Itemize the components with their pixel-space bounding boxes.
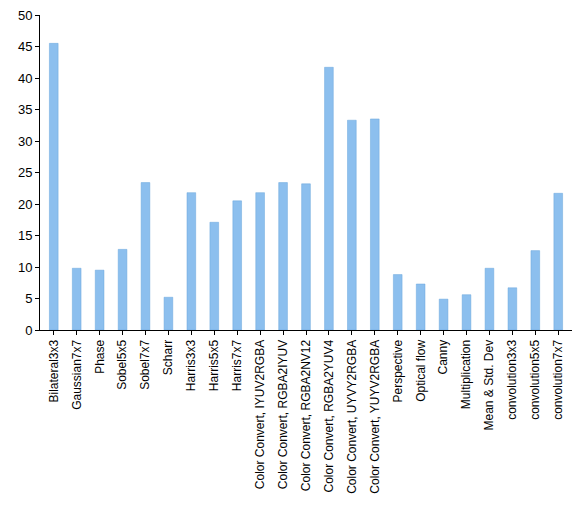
svg-text:Sobel7x7: Sobel7x7 xyxy=(138,339,152,389)
svg-text:convolution5x5: convolution5x5 xyxy=(528,339,542,419)
svg-text:Scharr: Scharr xyxy=(161,340,175,375)
svg-text:25: 25 xyxy=(18,165,32,180)
svg-text:10: 10 xyxy=(18,260,32,275)
svg-text:0: 0 xyxy=(25,323,32,338)
svg-text:15: 15 xyxy=(18,228,32,243)
svg-text:Color Convert, YUYV2RGBA: Color Convert, YUYV2RGBA xyxy=(368,340,382,494)
svg-text:Multiplication: Multiplication xyxy=(459,340,473,409)
svg-text:35: 35 xyxy=(18,102,32,117)
svg-text:Canny: Canny xyxy=(436,340,450,375)
svg-text:Harris3x3: Harris3x3 xyxy=(184,339,198,391)
svg-text:30: 30 xyxy=(18,134,32,149)
svg-text:20: 20 xyxy=(18,197,32,212)
svg-text:Sobel5x5: Sobel5x5 xyxy=(115,339,129,389)
svg-text:convolution7x7: convolution7x7 xyxy=(551,339,565,419)
svg-text:40: 40 xyxy=(18,71,32,86)
svg-text:45: 45 xyxy=(18,39,32,54)
svg-text:Color Convert, RGBA2YUV4: Color Convert, RGBA2YUV4 xyxy=(322,339,336,492)
svg-text:Color Convert, RGBA2NV12: Color Convert, RGBA2NV12 xyxy=(299,339,313,491)
svg-text:Bilateral3x3: Bilateral3x3 xyxy=(47,339,61,402)
svg-text:5: 5 xyxy=(25,291,32,306)
svg-text:Mean & Std. Dev: Mean & Std. Dev xyxy=(482,340,496,431)
svg-text:Color Convert, RGBA2IYUV: Color Convert, RGBA2IYUV xyxy=(276,340,290,489)
svg-text:Harris5x5: Harris5x5 xyxy=(207,339,221,391)
svg-text:Color Convert, IYUV2RGBA: Color Convert, IYUV2RGBA xyxy=(253,340,267,489)
svg-text:Gaussian7x7: Gaussian7x7 xyxy=(70,339,84,409)
svg-text:Harris7x7: Harris7x7 xyxy=(230,339,244,391)
svg-text:Optical flow: Optical flow xyxy=(414,339,428,401)
svg-text:Perspective: Perspective xyxy=(391,339,405,402)
svg-text:50: 50 xyxy=(18,8,32,23)
svg-text:Color Convert, UYVY2RGBA: Color Convert, UYVY2RGBA xyxy=(345,340,359,494)
svg-text:convolution3x3: convolution3x3 xyxy=(505,339,519,419)
svg-text:Phase: Phase xyxy=(93,339,107,373)
